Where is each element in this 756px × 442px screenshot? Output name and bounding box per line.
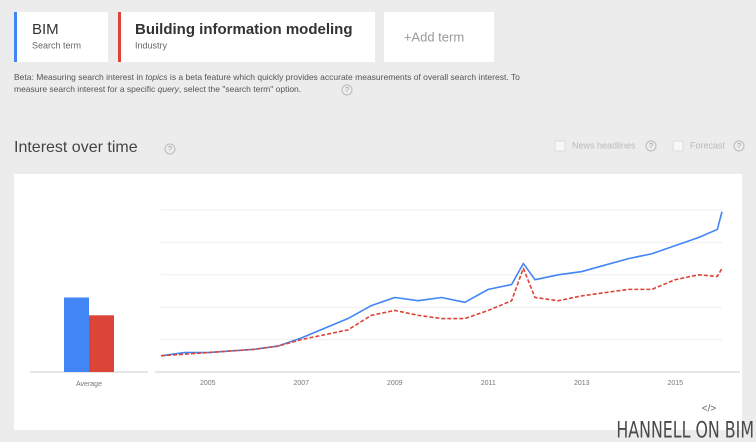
help-icon[interactable] [341,84,353,96]
x-tick-label: 2005 [200,380,216,387]
note-part: is a beta feature which quickly provides… [168,72,521,82]
checkbox[interactable] [554,140,566,152]
plot: Average 2005 2007 2009 2011 2013 2015 [30,209,740,388]
watermark: HANNELL ON BIM [616,417,754,442]
term-color [14,12,17,62]
note-part: query [158,84,180,94]
help-icon[interactable] [733,140,745,152]
term-name[interactable]: Building information modeling [135,21,352,38]
bar [89,315,114,372]
help-icon-text[interactable]: ? [649,143,653,150]
add-term-card[interactable] [384,12,494,62]
chart-panel [14,174,742,430]
x-tick-label: 2015 [667,380,683,387]
term-type: Industry [135,40,168,50]
help-icon-text[interactable]: ? [168,146,172,153]
checkbox[interactable] [672,140,684,152]
section-title: Interest over time [14,139,138,156]
term-name[interactable]: BIM [32,21,59,38]
help-icon-text[interactable]: ? [345,87,349,94]
x-tick-label: Average [76,381,102,388]
line-series [160,211,723,357]
x-tick-label: 2009 [387,380,403,387]
term-type: Search term [32,40,81,50]
note-part: Beta: Measuring search interest in [14,72,145,82]
beta-note: measure search interest for a specific q… [14,84,301,94]
note-part: topics [145,72,168,82]
x-tick-label: 2007 [293,380,309,387]
news-headlines[interactable]: News headlines [572,140,636,150]
term-card[interactable] [14,12,108,62]
note-part: , select the "search term" option. [179,84,301,94]
term-card[interactable] [118,12,375,62]
embed-button[interactable]: </> [702,404,717,415]
x-tick-label: 2011 [481,380,496,387]
term-color [118,12,121,62]
add-term[interactable]: +Add term [404,29,464,44]
help-icon-text[interactable]: ? [737,143,741,150]
bar [64,297,89,372]
forecast[interactable]: Forecast [690,140,726,150]
help-icon[interactable] [645,140,657,152]
line-series [160,267,723,357]
help-icon[interactable] [164,143,176,155]
beta-note: Beta: Measuring search interest in topic… [14,72,520,82]
x-tick-label: 2013 [574,380,590,387]
note-part: measure search interest for a specific [14,84,158,94]
